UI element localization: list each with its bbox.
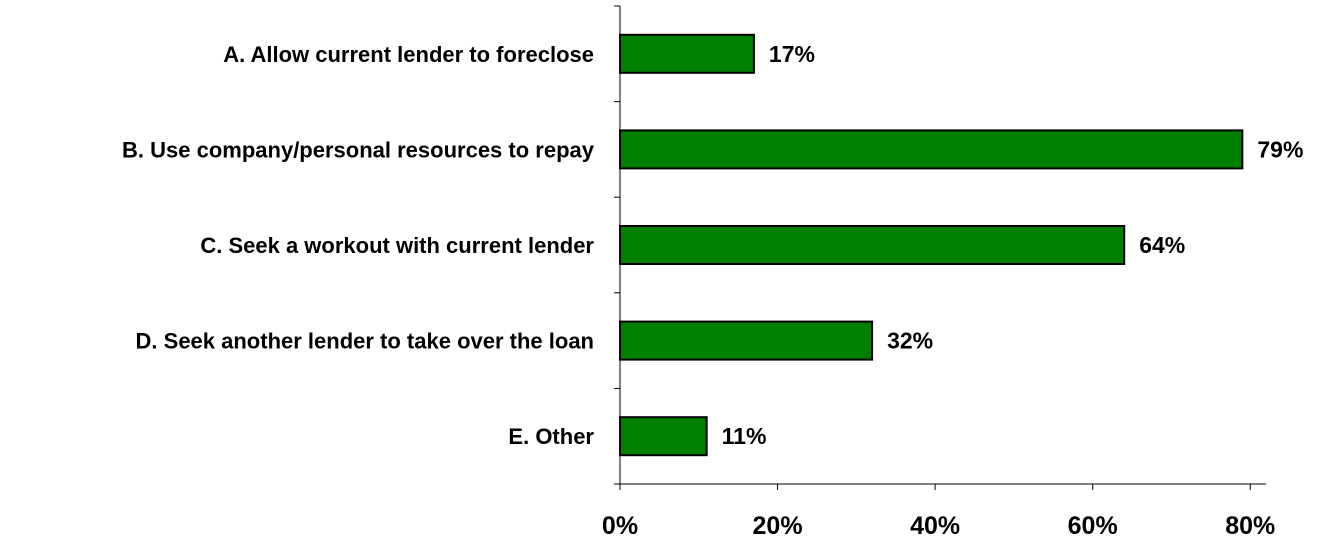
- x-tick-label: 40%: [910, 512, 960, 540]
- category-label: E. Other: [508, 424, 594, 449]
- category-label: A. Allow current lender to foreclose: [223, 42, 594, 67]
- category-label: D. Seek another lender to take over the …: [136, 329, 594, 354]
- x-tick-label: 60%: [1068, 512, 1118, 540]
- category-labels: A. Allow current lender to foreclose B. U…: [122, 42, 595, 449]
- data-label: 64%: [1139, 232, 1185, 258]
- bar: [619, 416, 708, 457]
- bar: [619, 33, 755, 74]
- bars: 17% 79% 64% 32% 11%: [619, 33, 1303, 457]
- data-label: 17%: [769, 41, 815, 67]
- x-tick-label: 0%: [602, 512, 638, 540]
- data-label: 79%: [1257, 136, 1303, 162]
- x-tick-label: 20%: [753, 512, 803, 540]
- category-label: B. Use company/personal resources to rep…: [122, 137, 595, 162]
- bar: [619, 225, 1126, 265]
- bar: [619, 320, 874, 361]
- data-label: 32%: [887, 328, 933, 354]
- category-label: C. Seek a workout with current lender: [200, 233, 594, 258]
- x-tick-label: 80%: [1225, 512, 1275, 540]
- x-axis: 0% 20% 40% 60% 80%: [602, 483, 1275, 540]
- data-label: 11%: [722, 423, 767, 449]
- bar: [619, 129, 1244, 170]
